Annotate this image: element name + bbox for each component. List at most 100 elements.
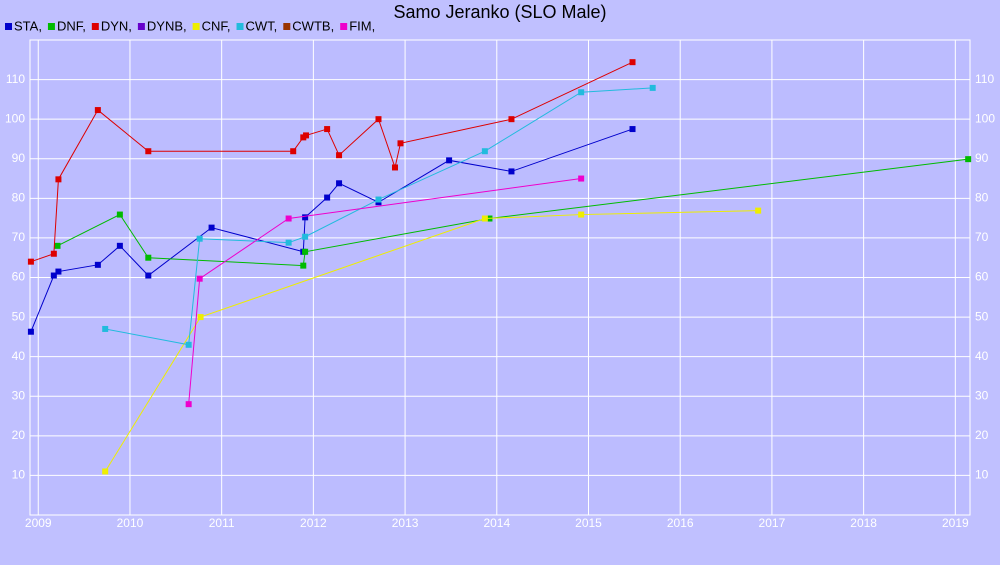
data-point — [397, 140, 404, 147]
legend-label: FIM, — [349, 18, 375, 33]
y2-tick-label: 20 — [975, 428, 989, 442]
y2-tick-label: 70 — [975, 230, 989, 244]
data-point — [285, 215, 292, 222]
data-point — [116, 242, 123, 249]
data-point — [285, 239, 292, 246]
y2-tick-label: 80 — [975, 191, 989, 205]
data-point — [208, 224, 215, 231]
data-point — [300, 262, 307, 269]
legend-swatch — [283, 23, 291, 30]
data-point — [578, 211, 585, 218]
y2-tick-label: 30 — [975, 388, 989, 402]
data-point — [965, 156, 972, 163]
y2-tick-label: 100 — [975, 111, 995, 125]
x-tick-label: 2014 — [483, 516, 510, 530]
data-point — [629, 59, 636, 66]
x-tick-label: 2015 — [575, 516, 602, 530]
x-tick-label: 2012 — [300, 516, 327, 530]
data-point — [578, 175, 585, 182]
y2-tick-label: 10 — [975, 468, 989, 482]
data-point — [303, 132, 310, 139]
data-point — [145, 148, 152, 155]
data-point — [116, 211, 123, 218]
x-tick-label: 2010 — [117, 516, 144, 530]
data-point — [302, 233, 309, 240]
data-point — [196, 275, 203, 282]
data-point — [185, 341, 192, 348]
y-tick-label: 90 — [12, 151, 26, 165]
legend-label: CNF, — [202, 18, 231, 33]
data-point — [336, 152, 343, 159]
legend-label: DNF, — [57, 18, 86, 33]
data-point — [27, 328, 34, 335]
chart-title: Samo Jeranko (SLO Male) — [393, 2, 606, 22]
data-point — [27, 258, 34, 265]
y-tick-label: 50 — [12, 309, 26, 323]
y-tick-label: 40 — [12, 349, 26, 363]
legend-swatch — [91, 23, 99, 30]
y-tick-label: 20 — [12, 428, 26, 442]
data-point — [481, 148, 488, 155]
legend-swatch — [137, 23, 145, 30]
data-point — [324, 194, 331, 201]
data-point — [102, 325, 109, 332]
data-point — [324, 126, 331, 133]
y-tick-label: 80 — [12, 191, 26, 205]
legend-label: STA, — [14, 18, 42, 33]
data-point — [145, 272, 152, 279]
data-point — [55, 176, 62, 183]
y-tick-label: 70 — [12, 230, 26, 244]
data-point — [336, 180, 343, 187]
legend-swatch — [192, 23, 200, 30]
data-point — [649, 84, 656, 91]
legend-swatch — [340, 23, 348, 30]
y-tick-label: 60 — [12, 270, 26, 284]
data-point — [290, 148, 297, 155]
y2-tick-label: 110 — [975, 72, 994, 86]
x-tick-label: 2013 — [392, 516, 419, 530]
x-tick-label: 2011 — [209, 516, 235, 530]
data-point — [755, 207, 762, 214]
x-tick-label: 2009 — [25, 516, 52, 530]
data-point — [391, 164, 398, 171]
data-point — [578, 89, 585, 96]
data-point — [446, 157, 453, 164]
data-point — [94, 107, 101, 114]
data-point — [481, 215, 488, 222]
data-point — [197, 314, 204, 321]
y-tick-label: 110 — [6, 72, 25, 86]
y-tick-label: 10 — [12, 468, 26, 482]
data-point — [302, 214, 309, 221]
y-tick-label: 100 — [5, 111, 25, 125]
data-point — [302, 248, 309, 255]
data-point — [145, 254, 152, 261]
data-point — [629, 126, 636, 133]
data-point — [196, 235, 203, 242]
data-point — [55, 268, 62, 275]
y2-tick-label: 90 — [975, 151, 989, 165]
legend-label: CWTB, — [292, 18, 334, 33]
data-point — [50, 272, 57, 279]
data-point — [375, 196, 382, 203]
y2-tick-label: 40 — [975, 349, 989, 363]
y2-tick-label: 50 — [975, 309, 989, 323]
data-point — [508, 116, 515, 123]
x-tick-label: 2019 — [942, 516, 969, 530]
y-tick-label: 30 — [12, 388, 26, 402]
legend-swatch — [5, 23, 12, 30]
data-point — [375, 116, 382, 123]
data-point — [508, 168, 515, 175]
legend-label: DYN, — [101, 18, 132, 33]
legend-label: CWT, — [246, 18, 278, 33]
x-tick-label: 2018 — [850, 516, 877, 530]
legend-swatch — [236, 23, 244, 30]
series-line — [188, 178, 582, 405]
data-point — [102, 468, 109, 475]
data-point — [54, 242, 61, 249]
data-point — [50, 250, 57, 257]
y2-tick-label: 60 — [975, 270, 989, 284]
x-tick-label: 2017 — [759, 516, 786, 530]
data-point — [94, 261, 101, 268]
x-tick-label: 2016 — [667, 516, 694, 530]
